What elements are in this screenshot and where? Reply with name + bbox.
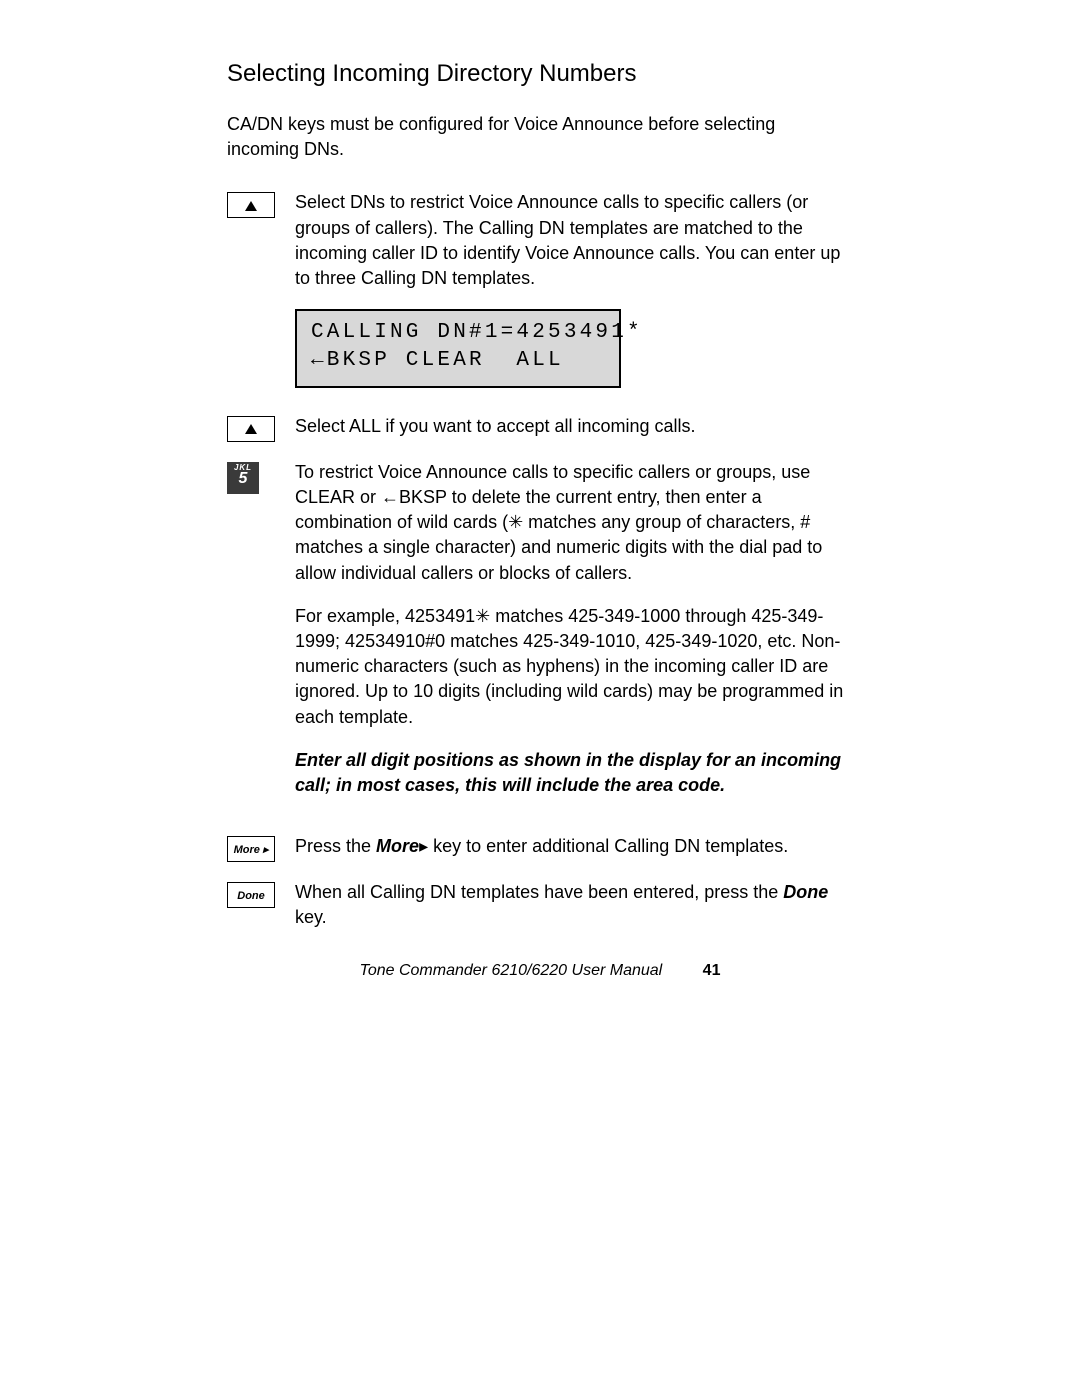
step-3-p1: To restrict Voice Announce calls to spec…	[295, 460, 847, 586]
step-4-text: Press the More▸ key to enter additional …	[295, 834, 847, 859]
step-3-note: Enter all digit positions as shown in th…	[295, 748, 847, 798]
step-1-text: Select DNs to restrict Voice Announce ca…	[295, 190, 847, 291]
step-4-post: ▸ key to enter additional Calling DN tem…	[419, 836, 788, 856]
more-key-icon: More ▸	[227, 836, 275, 862]
done-key-label: Done	[237, 890, 265, 902]
footer-title: Tone Commander 6210/6220 User Manual	[360, 962, 663, 979]
step-5: Done When all Calling DN templates have …	[227, 880, 847, 930]
step-4-bold: More	[376, 836, 419, 856]
up-arrow-key-icon	[227, 416, 275, 442]
page: Selecting Incoming Directory Numbers CA/…	[0, 0, 1080, 1397]
step-4-pre: Press the	[295, 836, 376, 856]
lcd-line-1: CALLING DN#1=4253491*	[311, 321, 643, 344]
step-2: Select ALL if you want to accept all inc…	[227, 414, 847, 442]
step-5-post: key.	[295, 907, 327, 927]
step-3-p2: For example, 4253491✳ matches 425-349-10…	[295, 604, 847, 730]
step-2-text: Select ALL if you want to accept all inc…	[295, 414, 847, 439]
step-3-icon-col: JKL 5	[227, 460, 295, 494]
intro-paragraph: CA/DN keys must be configured for Voice …	[227, 112, 847, 162]
content-area: Selecting Incoming Directory Numbers CA/…	[227, 60, 847, 930]
dial-key-digit: 5	[227, 471, 259, 487]
lcd-display: CALLING DN#1=4253491* ←BKSP CLEAR ALL	[295, 309, 621, 388]
step-3: JKL 5 To restrict Voice Announce calls t…	[227, 460, 847, 816]
section-heading: Selecting Incoming Directory Numbers	[227, 60, 847, 88]
step-2-icon-col	[227, 414, 295, 442]
page-footer: Tone Commander 6210/6220 User Manual 41	[0, 962, 1080, 980]
step-1-icon-col	[227, 190, 295, 218]
up-arrow-key-icon	[227, 192, 275, 218]
step-5-text: When all Calling DN templates have been …	[295, 880, 847, 930]
more-key-label: More ▸	[234, 844, 269, 856]
lcd-display-wrap: CALLING DN#1=4253491* ←BKSP CLEAR ALL	[295, 309, 847, 388]
lcd-line-2: ←BKSP CLEAR ALL	[311, 349, 564, 372]
step-5-bold: Done	[783, 882, 828, 902]
step-4: More ▸ Press the More▸ key to enter addi…	[227, 834, 847, 862]
step-1: Select DNs to restrict Voice Announce ca…	[227, 190, 847, 291]
step-3-body: To restrict Voice Announce calls to spec…	[295, 460, 847, 816]
step-4-icon-col: More ▸	[227, 834, 295, 862]
done-key-icon: Done	[227, 882, 275, 908]
dial-key-5-icon: JKL 5	[227, 462, 259, 494]
step-5-pre: When all Calling DN templates have been …	[295, 882, 783, 902]
step-5-icon-col: Done	[227, 880, 295, 908]
footer-page-number: 41	[703, 962, 721, 979]
